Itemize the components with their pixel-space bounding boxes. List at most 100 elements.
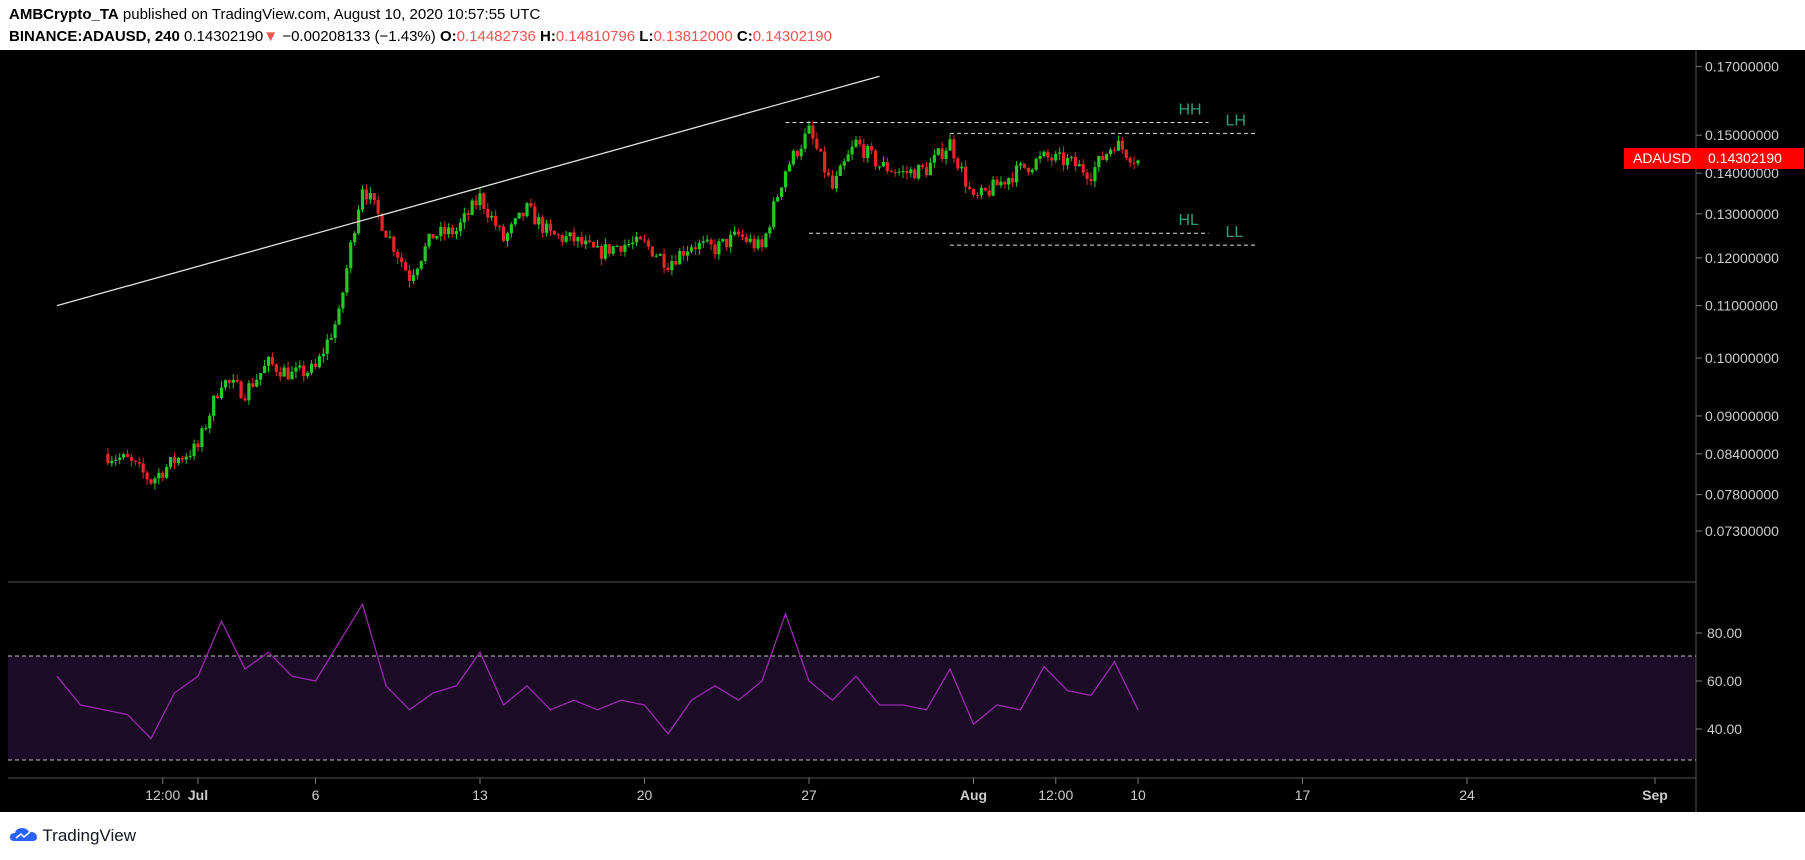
candle-up: [721, 238, 725, 242]
price-tick-label: 0.15000000: [1705, 127, 1779, 143]
price-badge-value: 0.14302190: [1708, 150, 1782, 166]
candle-up: [936, 148, 940, 155]
candle-down: [1132, 162, 1136, 164]
candle-up: [247, 383, 251, 401]
candle-down: [372, 193, 376, 201]
candle-up: [948, 139, 952, 151]
candle-up: [176, 458, 181, 464]
tradingview-brand[interactable]: TradingView: [10, 826, 136, 847]
candle-down: [137, 462, 141, 464]
candle-down: [905, 171, 909, 174]
candle-up: [321, 353, 325, 357]
candle-down: [736, 231, 741, 235]
low-label: L:: [639, 28, 654, 45]
candle-up: [212, 395, 216, 416]
price-axis[interactable]: 0.17000000 0.15000000 0.14000000 0.13000000…: [1696, 58, 1779, 539]
price-badge-label: ADAUSD: [1633, 150, 1691, 166]
candle-down: [1011, 178, 1015, 183]
candle-down: [364, 189, 369, 200]
candle-up: [1116, 140, 1121, 151]
candle-up: [1105, 154, 1109, 160]
time-axis[interactable]: 12:00 Jul 6 13 20 27 Aug 12:00 10 17 24 Sep: [145, 778, 1668, 803]
candle-down: [826, 172, 831, 176]
candle-up: [290, 371, 294, 380]
candle-down: [556, 234, 560, 236]
candle-up: [454, 231, 459, 235]
ohlc-legend: BINANCE:ADAUSD, 240 0.14302190▼ −0.00208…: [9, 28, 832, 45]
candle-up: [325, 339, 329, 354]
candle-down: [1085, 172, 1089, 179]
candle-down: [642, 239, 647, 241]
time-tick-label: 6: [312, 787, 320, 803]
candle-up: [470, 200, 474, 215]
candle-up: [537, 217, 541, 225]
candle-up: [783, 171, 788, 188]
candle-up: [866, 146, 870, 158]
candle-up: [917, 164, 921, 179]
candle-down: [619, 246, 623, 252]
candle-up: [595, 245, 600, 248]
trendline[interactable]: [56, 75, 880, 307]
candle-up: [623, 244, 627, 252]
candle-up: [423, 246, 427, 262]
candle-up: [991, 179, 995, 196]
candle-down: [893, 172, 897, 174]
candle-down: [650, 246, 654, 257]
candle-up: [611, 246, 615, 254]
candle-down: [278, 371, 282, 377]
candle-up: [525, 203, 529, 217]
candle-up: [168, 457, 173, 467]
candle-up: [960, 166, 964, 169]
candle-down: [501, 226, 506, 241]
candle-down: [674, 260, 678, 265]
time-tick-label: 24: [1459, 787, 1475, 803]
candle-down: [1003, 181, 1007, 185]
candle-up: [729, 234, 733, 248]
candle-up: [294, 367, 298, 372]
candle-up: [1093, 167, 1097, 182]
candle-down: [1128, 157, 1132, 163]
price-tick-label: 0.07300000: [1705, 523, 1779, 539]
level-lh-label: LH: [1226, 112, 1246, 129]
tradingview-cloud-icon: [10, 826, 38, 847]
candle-up: [697, 242, 701, 250]
candle-up: [309, 363, 314, 373]
candle-down: [494, 215, 498, 227]
author-name[interactable]: AMBCrypto_TA: [9, 6, 119, 23]
candle-down: [396, 251, 400, 258]
candle-down: [952, 139, 956, 159]
candle-up: [803, 133, 807, 149]
candle-up: [223, 380, 228, 388]
candle-up: [462, 213, 466, 223]
price-tick-label: 0.09000000: [1705, 408, 1779, 424]
candle-up: [1038, 156, 1042, 159]
candle-down: [1120, 140, 1124, 150]
time-tick-label: 17: [1295, 787, 1311, 803]
price-tick-label: 0.14000000: [1705, 165, 1779, 181]
candle-up: [701, 241, 705, 243]
candle-up: [231, 379, 235, 383]
candle-down: [1112, 149, 1117, 151]
candle-up: [110, 460, 114, 464]
candle-down: [795, 150, 799, 157]
candle-down: [873, 150, 878, 167]
candle-up: [259, 373, 263, 380]
price-tick-label: 0.12000000: [1705, 250, 1779, 266]
candle-down: [983, 187, 987, 191]
candle-down: [533, 206, 537, 225]
candle-up: [121, 454, 126, 458]
candle-up: [1077, 164, 1081, 167]
candle-down: [815, 138, 819, 149]
candle-down: [302, 365, 306, 377]
candle-down: [443, 227, 447, 235]
candle-up: [678, 250, 682, 265]
candle-down: [384, 230, 388, 238]
candle-up: [1007, 178, 1011, 185]
candle-down: [376, 200, 380, 214]
candle-down: [858, 139, 862, 145]
candle-down: [987, 190, 991, 196]
price-badge: ADAUSD 0.14302190: [1624, 148, 1804, 169]
candle-up: [854, 139, 858, 147]
candle-down: [1073, 156, 1077, 167]
